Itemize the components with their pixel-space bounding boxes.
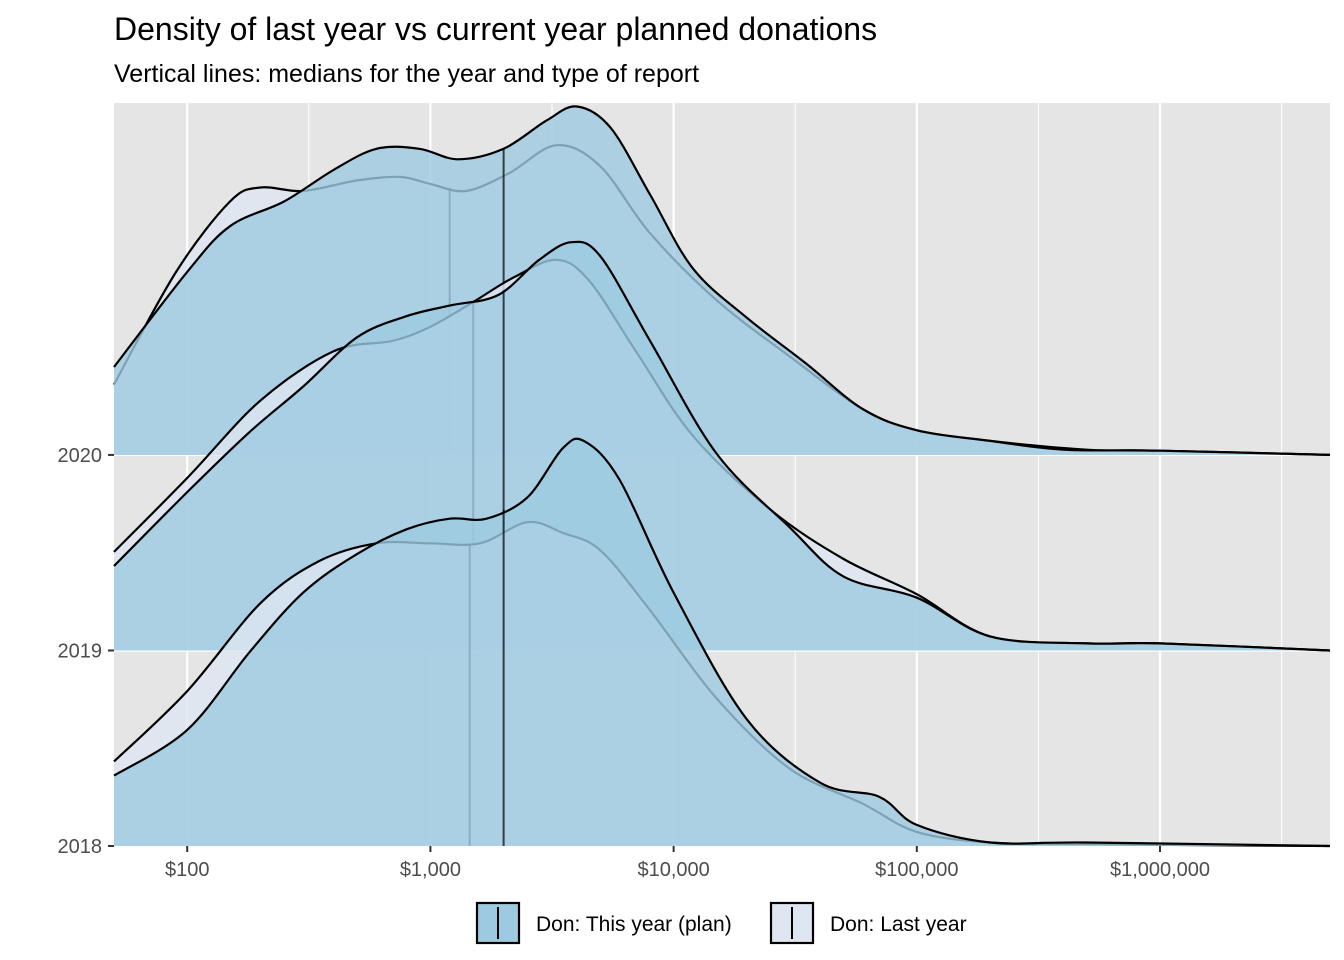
density-curve [113, 240, 1331, 652]
legend: Don: This year (plan) Don: Last year [475, 901, 967, 945]
x-tick-label: $1,000 [400, 859, 461, 881]
y-tick-label: 2018 [58, 836, 103, 858]
density-ridges [113, 105, 1331, 848]
x-tick-label: $100 [165, 859, 210, 881]
chart-subtitle: Vertical lines: medians for the year and… [114, 60, 699, 88]
y-axis: 2020 2019 2018 [58, 445, 114, 858]
x-tick-label: $1,000,000 [1110, 859, 1210, 881]
legend-label: Don: This year (plan) [536, 913, 732, 936]
x-tick-label: $10,000 [637, 859, 709, 881]
ridge-2018 [113, 437, 1331, 848]
y-tick-label: 2020 [58, 445, 103, 467]
x-tick-label: $100,000 [875, 859, 958, 881]
chart-title: Density of last year vs current year pla… [114, 11, 877, 47]
y-tick-label: 2019 [58, 640, 103, 662]
density-area [114, 438, 1330, 846]
density-curve [113, 105, 1331, 456]
density-curve [113, 437, 1331, 848]
x-axis: $100 $1,000 $10,000 $100,000 $1,000,000 [165, 846, 1210, 881]
legend-item: Don: Last year [769, 901, 967, 945]
legend-item: Don: This year (plan) [475, 901, 732, 945]
legend-label: Don: Last year [830, 913, 967, 936]
